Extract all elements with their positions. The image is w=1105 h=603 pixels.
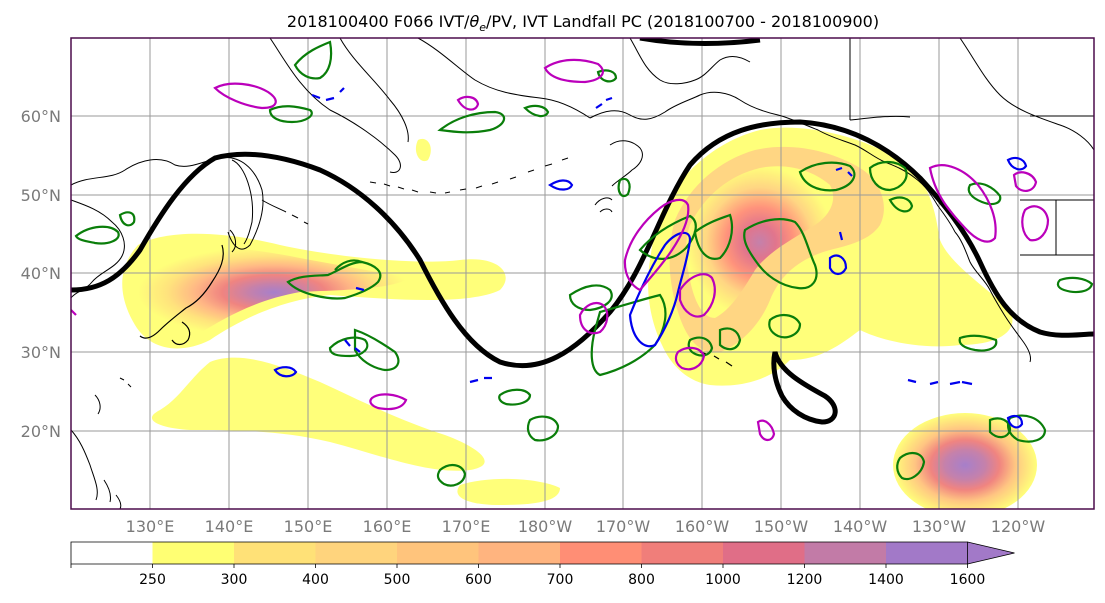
colorbar-tick-label: 1000	[705, 572, 741, 588]
colorbar-tick-label: 400	[302, 572, 329, 588]
colorbar-tick-label: 1200	[787, 572, 823, 588]
colorbar-tick-label: 800	[628, 572, 655, 588]
lat-labels: 60°N 50°N 40°N 30°N 20°N	[21, 107, 61, 441]
lat-label: 30°N	[21, 343, 61, 362]
colorbar-segment	[71, 542, 153, 564]
lon-label: 140°E	[205, 517, 254, 536]
colorbar-tick-label: 250	[139, 572, 166, 588]
lon-label: 120°W	[991, 517, 1046, 536]
plot-border	[70, 37, 1095, 510]
colorbar-outline	[70, 541, 968, 565]
colorbar-segment	[234, 542, 316, 564]
lon-label: 180°W	[518, 517, 573, 536]
pv-magenta-contours	[71, 58, 1050, 442]
colorbar-segment	[560, 542, 642, 564]
colorbar: 250 300 400 500 600 700 800 1000 1200 1400 1600	[70, 541, 1015, 588]
map-title: 2018100400 F066 IVT/θe/PV, IVT Landfall …	[287, 12, 879, 34]
lon-label: 130°W	[912, 517, 967, 536]
pv-green-contours	[74, 40, 1094, 487]
colorbar-tick-label: 300	[221, 572, 248, 588]
colorbar-segment	[641, 542, 724, 564]
lon-label: 130°E	[126, 517, 175, 536]
colorbar-segment	[723, 542, 805, 564]
colorbar-segment	[152, 542, 235, 564]
lon-label: 150°W	[754, 517, 809, 536]
lon-label: 150°E	[284, 517, 333, 536]
lat-label: 50°N	[21, 186, 61, 205]
lon-label: 170°W	[596, 517, 651, 536]
colorbar-extend-arrow	[967, 541, 1015, 565]
map-plot	[71, 38, 1094, 509]
lon-label: 170°E	[442, 517, 491, 536]
colorbar-tick-label: 600	[465, 572, 492, 588]
lon-label: 140°W	[833, 517, 888, 536]
colorbar-segment	[886, 542, 968, 564]
colorbar-segment	[478, 542, 561, 564]
colorbar-tick-label: 500	[384, 572, 411, 588]
colorbar-tick-label: 700	[547, 572, 574, 588]
colorbar-segment	[315, 542, 398, 564]
lon-label: 160°E	[363, 517, 412, 536]
colorbar-segment	[397, 542, 479, 564]
lat-label: 20°N	[21, 422, 61, 441]
lon-labels: 130°E 140°E 150°E 160°E 170°E 180°W 170°…	[126, 517, 1046, 536]
lat-lon-grid	[71, 38, 1094, 509]
lon-label: 160°W	[675, 517, 730, 536]
colorbar-tick-label: 1600	[950, 572, 986, 588]
theta-e-contour	[71, 38, 1094, 425]
lat-label: 40°N	[21, 264, 61, 283]
pv-blue-contours	[273, 87, 1028, 429]
colorbar-tick-label: 1400	[868, 572, 904, 588]
lat-label: 60°N	[21, 107, 61, 126]
colorbar-segment	[804, 542, 887, 564]
